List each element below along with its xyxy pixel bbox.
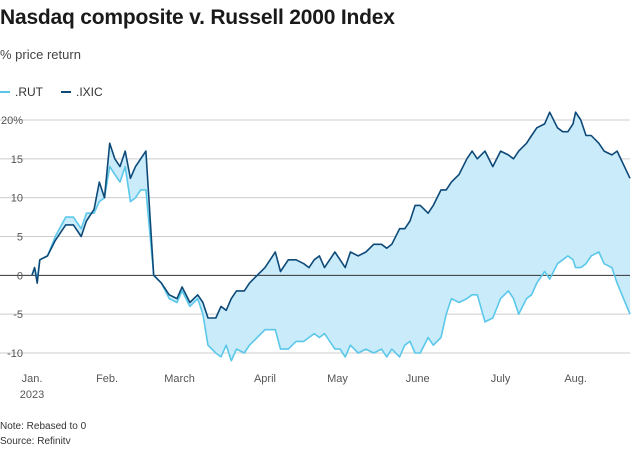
source-note: Source: Refinitv bbox=[0, 436, 71, 447]
y-tick-label: 10 bbox=[11, 193, 23, 205]
legend-label-ixic: .IXIC bbox=[76, 85, 103, 99]
legend-label-rut: .RUT bbox=[15, 85, 43, 99]
x-tick-label: Jan. bbox=[22, 373, 43, 385]
y-tick-label: -5 bbox=[13, 309, 23, 321]
gap-fill-area bbox=[32, 112, 630, 361]
x-tick-label: June bbox=[406, 373, 430, 385]
chart-title: Nasdaq composite v. Russell 2000 Index bbox=[0, 6, 395, 29]
footnote: Note: Rebased to 0 bbox=[0, 421, 87, 432]
series-line-ixic bbox=[31, 111, 631, 319]
x-tick-label: March bbox=[164, 373, 195, 385]
chart-subtitle: % price return bbox=[0, 47, 81, 62]
legend-swatch-ixic bbox=[61, 91, 71, 93]
y-axis-ticks: 20% 15 10 5 0 -5 -10 bbox=[1, 115, 23, 360]
x-tick-label: Feb. bbox=[96, 373, 118, 385]
legend-item-rut: .RUT bbox=[0, 85, 43, 99]
legend-swatch-rut bbox=[0, 91, 10, 93]
legend: .RUT .IXIC bbox=[0, 85, 103, 99]
series-line-rut bbox=[31, 165, 631, 362]
x-tick-label: April bbox=[254, 373, 276, 385]
y-tick-label: 15 bbox=[11, 154, 23, 166]
x-tick-sublabel: 2023 bbox=[20, 389, 44, 401]
x-tick-label: July bbox=[491, 373, 511, 385]
x-axis-ticks: Jan. 2023 Feb. March April May June July Aug. bbox=[20, 373, 587, 401]
y-tick-label: -10 bbox=[7, 348, 23, 360]
x-tick-label: May bbox=[327, 373, 348, 385]
y-tick-label: 5 bbox=[17, 232, 23, 244]
legend-item-ixic: .IXIC bbox=[61, 85, 103, 99]
x-tick-label: Aug. bbox=[564, 373, 587, 385]
y-tick-label: 20% bbox=[1, 115, 23, 127]
y-tick-label: 0 bbox=[17, 270, 23, 282]
